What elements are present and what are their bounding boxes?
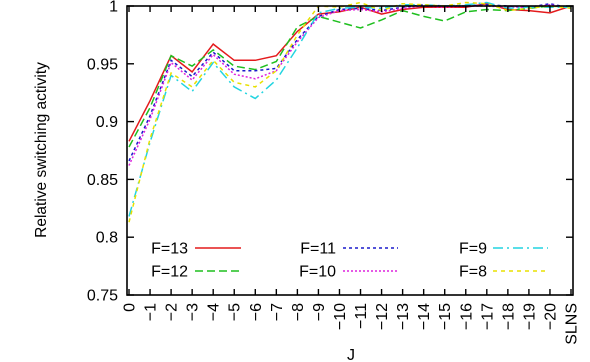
x-tick-label: −15 xyxy=(437,303,454,330)
legend: F=13 F=11 F=9 F=12 F=10 F=8 xyxy=(151,241,548,281)
y-axis-label: Relative switching activity xyxy=(33,62,50,238)
plot-frame xyxy=(126,5,574,296)
y-tick-label: 0.95 xyxy=(87,56,118,73)
x-tick-label: −11 xyxy=(353,303,370,329)
x-tick-label: −4 xyxy=(206,303,223,321)
series-layer xyxy=(128,1,572,223)
x-tick-label: −19 xyxy=(521,303,538,330)
y-tick-label: 0.85 xyxy=(87,172,118,189)
y-axis: 0.75 0.8 0.85 0.9 0.95 1 xyxy=(87,0,573,305)
x-tick-label: −3 xyxy=(185,303,202,321)
x-tick-label: −14 xyxy=(416,303,433,330)
legend-label: F=12 xyxy=(151,264,188,281)
y-tick-label: 0.75 xyxy=(87,288,118,305)
x-extra-label: J xyxy=(347,347,355,362)
x-tick-label: −17 xyxy=(479,303,496,330)
y-tick-label: 1 xyxy=(109,0,118,16)
x-tick-label: −9 xyxy=(311,303,328,321)
x-tick-label: −5 xyxy=(227,303,244,321)
x-tick-label: −8 xyxy=(290,303,307,321)
y-tick-label: 0.9 xyxy=(96,114,118,131)
x-axis: 0 −1 −2 −3 −4 −5 −6 −7 −8 −9 −10 −11 −12 −13 −14 −15 −16… xyxy=(122,6,581,345)
x-tick-label: −2 xyxy=(164,303,181,321)
x-tick-label: −20 xyxy=(542,303,559,330)
x-tick-label: −10 xyxy=(332,303,349,330)
x-tick-label: −18 xyxy=(500,303,517,330)
x-tick-label: −1 xyxy=(143,303,160,321)
legend-label: F=11 xyxy=(300,241,336,258)
x-tick-label: 0 xyxy=(122,303,139,312)
y-tick-label: 0.8 xyxy=(96,230,118,247)
x-tick-label: −12 xyxy=(374,303,391,330)
x-tick-label: SLNS xyxy=(564,303,581,345)
x-tick-label: −16 xyxy=(458,303,475,330)
series-line-f-8 xyxy=(128,1,572,223)
x-tick-label: −7 xyxy=(269,303,286,321)
legend-label: F=8 xyxy=(459,264,487,281)
series-line-f-10 xyxy=(128,4,572,166)
series-line-f-12 xyxy=(128,5,572,148)
series-line-f-11 xyxy=(128,2,572,162)
legend-label: F=10 xyxy=(299,264,336,281)
legend-label: F=9 xyxy=(459,241,487,258)
legend-label: F=13 xyxy=(151,241,188,258)
x-tick-label: −6 xyxy=(248,303,265,321)
series-line-f-9 xyxy=(128,1,571,217)
x-tick-label: −13 xyxy=(395,303,412,330)
